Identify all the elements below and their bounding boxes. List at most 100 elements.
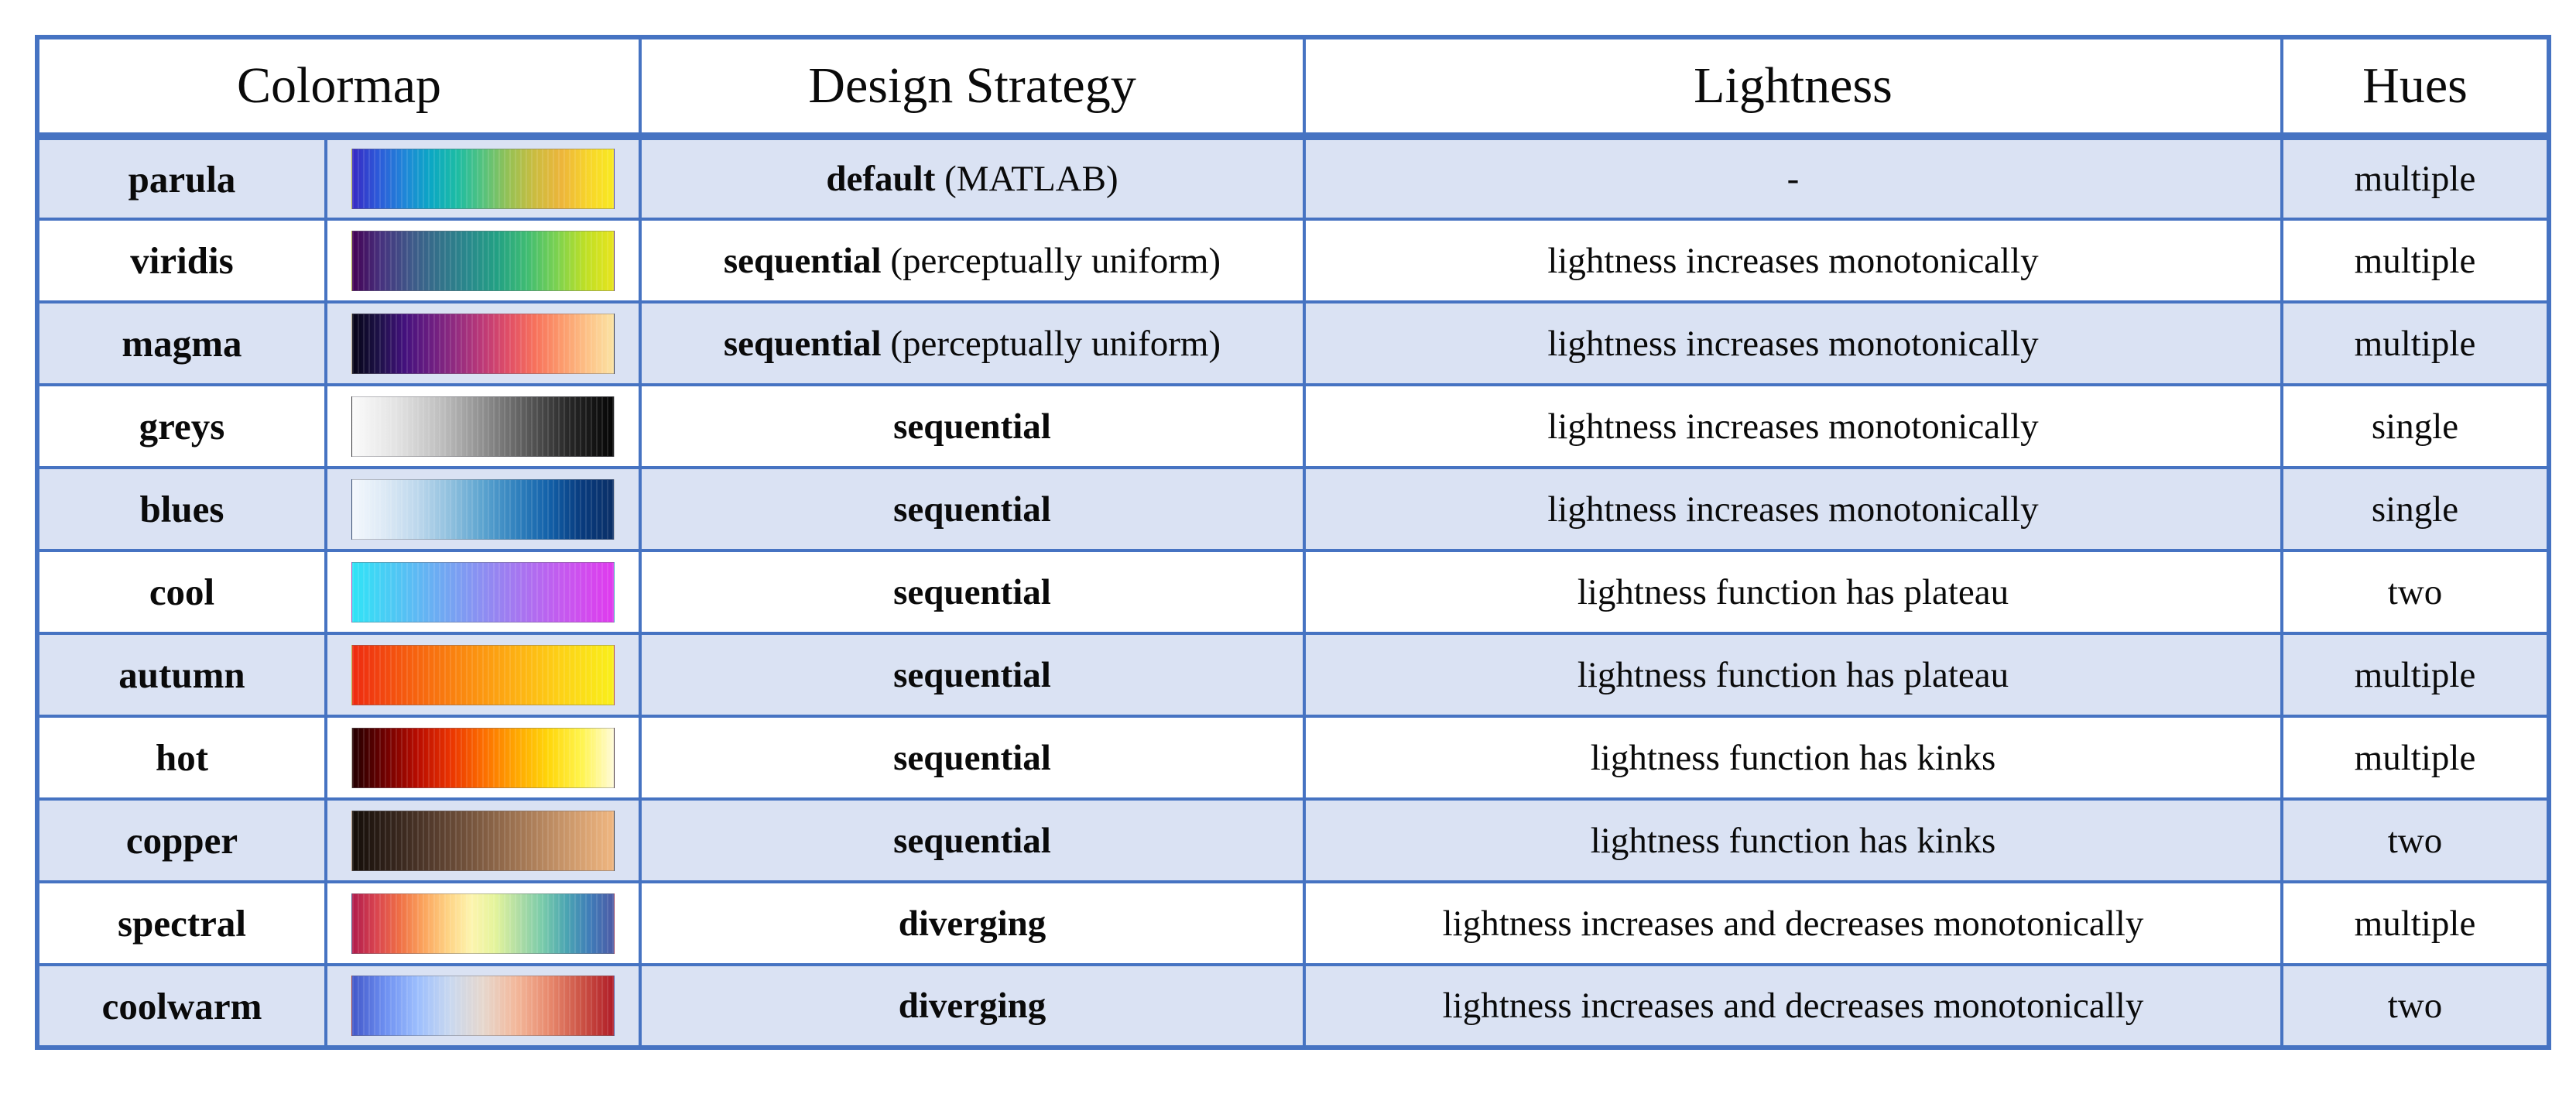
- col-header-lightness: Lightness: [1303, 36, 2283, 140]
- colormap-name: blues: [36, 466, 327, 552]
- design-strategy-cell: sequential: [639, 549, 1306, 635]
- lightness-cell: lightness increases and decreases monoto…: [1303, 963, 2283, 1049]
- colormap-gradient-swatch: [351, 149, 615, 209]
- table-row: hot sequential lightness function has kin…: [36, 715, 2550, 801]
- colormap-swatch-cell: [324, 300, 642, 386]
- colormap-gradient-swatch: [351, 727, 615, 788]
- design-strategy-cell: default (MATLAB): [639, 135, 1306, 221]
- colormap-swatch-cell: [324, 549, 642, 635]
- design-strategy-cell: sequential: [639, 466, 1306, 552]
- design-strategy-term: sequential: [723, 240, 882, 281]
- design-strategy-cell: sequential: [639, 797, 1306, 883]
- colormap-gradient-swatch: [351, 893, 615, 954]
- table-row: magma sequential (perceptually uniform) li…: [36, 300, 2550, 386]
- design-strategy-note: (MATLAB): [944, 159, 1118, 199]
- colormap-gradient-swatch: [351, 810, 615, 871]
- colormap-gradient-swatch: [351, 478, 615, 540]
- design-strategy-cell: diverging: [639, 963, 1306, 1049]
- hues-cell: single: [2280, 383, 2550, 469]
- design-strategy-term: diverging: [898, 903, 1046, 944]
- hues-cell: multiple: [2280, 715, 2550, 801]
- lightness-cell: lightness increases and decreases monoto…: [1303, 880, 2283, 966]
- design-strategy-term: sequential: [893, 406, 1051, 447]
- table-row: viridis sequential (perceptually uniform)…: [36, 218, 2550, 304]
- table-row: cool sequential lightness function has pl…: [36, 549, 2550, 635]
- colormap-name: autumn: [36, 632, 327, 718]
- design-strategy-term: sequential: [893, 737, 1051, 778]
- colormap-swatch-cell: [324, 135, 642, 221]
- lightness-cell: lightness function has plateau: [1303, 549, 2283, 635]
- colormap-name: coolwarm: [36, 963, 327, 1049]
- colormap-swatch-cell: [324, 466, 642, 552]
- hues-cell: multiple: [2280, 218, 2550, 304]
- hues-cell: multiple: [2280, 135, 2550, 221]
- col-header-colormap: Colormap: [36, 36, 642, 140]
- colormap-name: viridis: [36, 218, 327, 304]
- colormap-name: cool: [36, 549, 327, 635]
- colormap-swatch-cell: [324, 218, 642, 304]
- colormap-swatch-cell: [324, 880, 642, 966]
- table-row: blues sequential lightness increases mono…: [36, 466, 2550, 552]
- lightness-cell: lightness increases monotonically: [1303, 218, 2283, 304]
- colormap-name: magma: [36, 300, 327, 386]
- design-strategy-cell: sequential: [639, 715, 1306, 801]
- colormap-gradient-swatch: [351, 230, 615, 291]
- colormap-name: copper: [36, 797, 327, 883]
- colormap-name: spectral: [36, 880, 327, 966]
- lightness-cell: -: [1303, 135, 2283, 221]
- hues-cell: multiple: [2280, 300, 2550, 386]
- hues-cell: multiple: [2280, 880, 2550, 966]
- table-row: spectral diverging lightness increases an…: [36, 880, 2550, 966]
- hues-cell: two: [2280, 963, 2550, 1049]
- table-header: Colormap Design Strategy Lightness Hues: [36, 36, 2550, 140]
- design-strategy-cell: sequential (perceptually uniform): [639, 218, 1306, 304]
- colormap-gradient-swatch: [351, 644, 615, 705]
- lightness-cell: lightness function has plateau: [1303, 632, 2283, 718]
- colormap-gradient-swatch: [351, 313, 615, 374]
- colormap-name: parula: [36, 135, 327, 221]
- design-strategy-term: sequential: [893, 654, 1051, 695]
- colormap-gradient-swatch: [351, 976, 615, 1036]
- lightness-cell: lightness function has kinks: [1303, 715, 2283, 801]
- design-strategy-term: sequential: [723, 323, 882, 364]
- design-strategy-term: sequential: [893, 571, 1051, 612]
- design-strategy-cell: diverging: [639, 880, 1306, 966]
- lightness-cell: lightness increases monotonically: [1303, 466, 2283, 552]
- colormap-swatch-cell: [324, 715, 642, 801]
- col-header-design-strategy: Design Strategy: [639, 36, 1306, 140]
- hues-cell: two: [2280, 797, 2550, 883]
- page: Colormap Design Strategy Lightness Hues …: [35, 35, 2551, 1050]
- design-strategy-term: sequential: [893, 489, 1051, 530]
- colormap-table: Colormap Design Strategy Lightness Hues …: [35, 35, 2551, 1050]
- hues-cell: multiple: [2280, 632, 2550, 718]
- table-row: greys sequential lightness increases mono…: [36, 383, 2550, 469]
- colormap-swatch-cell: [324, 963, 642, 1049]
- table-row: coolwarm diverging lightness increases an…: [36, 963, 2550, 1049]
- colormap-swatch-cell: [324, 383, 642, 469]
- table-body: parula default (MATLAB) - multiple viridis se…: [36, 135, 2550, 1049]
- table-row: copper sequential lightness function has …: [36, 797, 2550, 883]
- design-strategy-term: diverging: [898, 986, 1046, 1026]
- hues-cell: two: [2280, 549, 2550, 635]
- colormap-swatch-cell: [324, 632, 642, 718]
- colormap-swatch-cell: [324, 797, 642, 883]
- design-strategy-term: default: [826, 159, 936, 199]
- design-strategy-note: (perceptually uniform): [890, 240, 1221, 281]
- colormap-name: greys: [36, 383, 327, 469]
- lightness-cell: lightness function has kinks: [1303, 797, 2283, 883]
- design-strategy-cell: sequential: [639, 632, 1306, 718]
- header-row: Colormap Design Strategy Lightness Hues: [36, 36, 2550, 140]
- col-header-hues: Hues: [2280, 36, 2550, 140]
- design-strategy-term: sequential: [893, 820, 1051, 861]
- design-strategy-cell: sequential: [639, 383, 1306, 469]
- lightness-cell: lightness increases monotonically: [1303, 383, 2283, 469]
- table-row: autumn sequential lightness function has …: [36, 632, 2550, 718]
- hues-cell: single: [2280, 466, 2550, 552]
- design-strategy-note: (perceptually uniform): [890, 323, 1221, 364]
- lightness-cell: lightness increases monotonically: [1303, 300, 2283, 386]
- design-strategy-cell: sequential (perceptually uniform): [639, 300, 1306, 386]
- table-row: parula default (MATLAB) - multiple: [36, 135, 2550, 221]
- colormap-name: hot: [36, 715, 327, 801]
- colormap-gradient-swatch: [351, 561, 615, 622]
- colormap-gradient-swatch: [351, 396, 615, 457]
